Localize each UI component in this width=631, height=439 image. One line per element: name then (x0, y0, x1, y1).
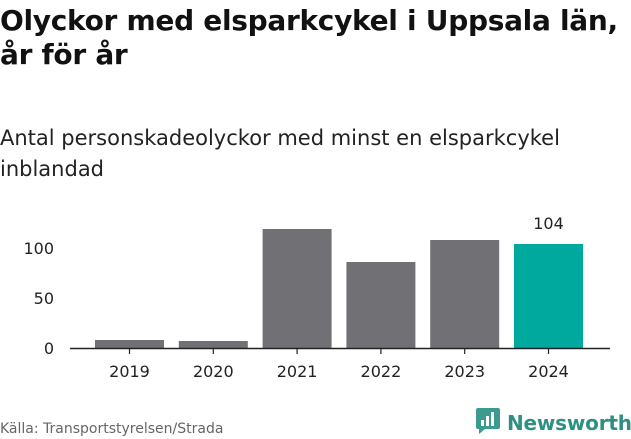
y-tick-label-0: 0 (44, 339, 54, 358)
chart-title-line-2: år för år (0, 38, 128, 71)
chart-subtitle-line-1: Antal personskadeolyckor med minst en el… (0, 126, 560, 150)
newsworthy-logo-icon (475, 407, 501, 439)
bar-2019 (95, 340, 164, 348)
x-tick-label-2020: 2020 (193, 362, 234, 381)
x-tick-label-2023: 2023 (444, 362, 485, 381)
chart-subtitle: Antal personskadeolyckor med minst en el… (0, 123, 600, 185)
x-tick-label-2024: 2024 (528, 362, 569, 381)
bar-2022 (346, 262, 416, 348)
bar-2024 (514, 244, 583, 348)
source-note: Källa: Transportstyrelsen/Strada (0, 421, 224, 437)
chart-title: Olyckor med elsparkcykel i Uppsala län, … (0, 4, 631, 72)
x-tick-label-2019: 2019 (109, 362, 150, 381)
bar-2023 (430, 240, 500, 348)
bar-2020 (178, 341, 248, 348)
chart-subtitle-line-2: inblandad (0, 157, 105, 181)
y-tick-label-100: 100 (23, 239, 54, 258)
x-tick-label-2022: 2022 (361, 362, 402, 381)
brand-logo: Newsworthy (475, 408, 631, 438)
data-label-2024: 104 (533, 214, 564, 233)
brand-name: Newsworthy (507, 411, 631, 435)
x-tick-label-2021: 2021 (277, 362, 318, 381)
bar-2021 (262, 229, 332, 348)
y-tick-label-50: 50 (34, 289, 54, 308)
chart-title-line-1: Olyckor med elsparkcykel i Uppsala län, (0, 4, 618, 37)
